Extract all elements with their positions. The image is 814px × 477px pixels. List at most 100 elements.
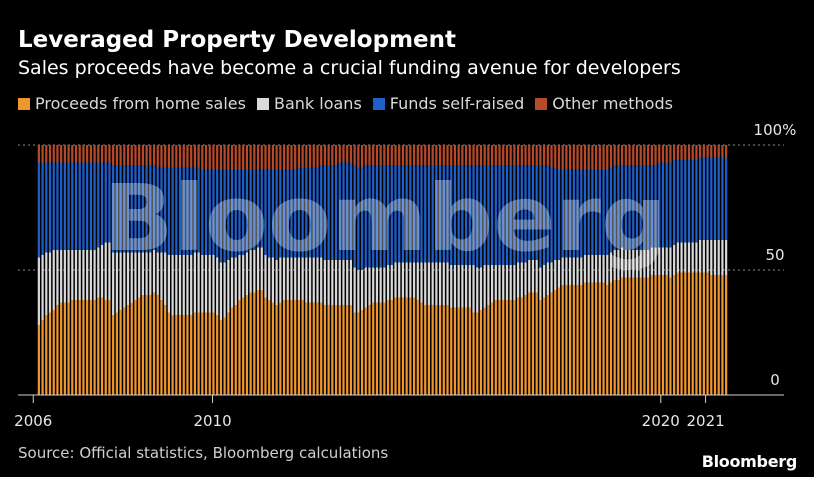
bar-segment-s0-68 — [290, 300, 293, 395]
bar-segment-s3-124 — [498, 145, 501, 165]
bar-segment-s2-38 — [178, 167, 182, 255]
bar-segment-s0-132 — [528, 292, 531, 395]
bar-segment-s2-73 — [308, 167, 312, 258]
bar-segment-s0-137 — [546, 295, 549, 395]
bar-segment-s1-54 — [238, 255, 241, 300]
bar-segment-s0-111 — [450, 307, 453, 395]
bar-segment-s2-95 — [390, 165, 393, 265]
bar-segment-s0-63 — [271, 302, 275, 395]
bar-segment-s1-155 — [613, 250, 616, 280]
bar-segment-s2-79 — [331, 165, 334, 260]
bar-segment-s0-117 — [472, 312, 475, 395]
bar-segment-s3-34 — [164, 145, 167, 168]
bar-segment-s3-132 — [528, 145, 531, 165]
bar-segment-s2-70 — [297, 167, 301, 258]
bar-segment-s2-66 — [282, 170, 286, 258]
bar-segment-s3-10 — [74, 145, 78, 163]
bar-segment-s1-42 — [193, 252, 196, 313]
bar-segment-s3-21 — [115, 145, 118, 165]
bar-segment-s1-109 — [442, 262, 445, 305]
bar-segment-s2-148 — [587, 170, 590, 255]
bar-segment-s3-169 — [665, 145, 668, 163]
bar-segment-s3-181 — [710, 145, 713, 158]
bar-segment-s1-180 — [706, 240, 709, 273]
bar-segment-s2-86 — [357, 167, 360, 270]
bar-segment-s3-51 — [227, 145, 230, 170]
bar-segment-s3-121 — [487, 145, 490, 165]
bar-segment-s3-91 — [375, 145, 379, 165]
bar-segment-s1-64 — [275, 260, 278, 305]
bar-segment-s0-30 — [149, 295, 152, 395]
bar-segment-s2-31 — [152, 165, 156, 250]
bar-segment-s2-128 — [513, 165, 516, 265]
bar-segment-s1-28 — [141, 252, 144, 295]
bar-segment-s1-141 — [561, 257, 564, 285]
bar-segment-s3-78 — [327, 145, 330, 165]
bar-segment-s0-16 — [97, 297, 100, 395]
bar-segment-s2-114 — [461, 165, 464, 265]
bar-segment-s0-26 — [134, 300, 137, 395]
bar-segment-s2-82 — [342, 162, 345, 260]
bar-segment-s0-170 — [669, 277, 672, 395]
bar-segment-s2-109 — [442, 165, 445, 263]
bar-segment-s2-103 — [420, 165, 423, 263]
bar-segment-s0-96 — [394, 297, 397, 395]
bar-segment-s3-134 — [535, 145, 538, 165]
bar-segment-s3-37 — [175, 145, 178, 168]
bar-segment-s1-65 — [279, 257, 282, 303]
bar-segment-s1-108 — [438, 262, 442, 305]
bar-segment-s0-27 — [138, 297, 141, 395]
bar-segment-s1-47 — [212, 255, 215, 313]
bar-segment-s1-20 — [112, 252, 115, 315]
bar-segment-s2-32 — [156, 167, 159, 253]
bar-segment-s0-149 — [591, 282, 594, 395]
bar-segment-s0-55 — [242, 297, 245, 395]
bar-segment-s0-82 — [342, 305, 345, 395]
bar-segment-s1-127 — [509, 265, 512, 300]
bar-segment-s1-95 — [390, 265, 393, 300]
bar-segment-s2-12 — [82, 162, 85, 250]
bar-segment-s3-94 — [386, 145, 390, 165]
bar-segment-s1-31 — [152, 250, 156, 293]
bar-segment-s2-144 — [572, 170, 575, 258]
bar-segment-s2-161 — [635, 165, 639, 250]
bar-segment-s2-39 — [182, 167, 185, 255]
bar-segment-s0-109 — [442, 305, 445, 395]
bar-segment-s1-40 — [186, 255, 189, 315]
bar-segment-s3-97 — [398, 145, 401, 165]
bar-segment-s1-182 — [713, 240, 717, 275]
bar-segment-s3-36 — [171, 145, 174, 168]
bar-segment-s0-128 — [513, 300, 516, 395]
bar-segment-s2-68 — [290, 170, 293, 258]
bar-segment-s0-142 — [565, 285, 568, 395]
bar-segment-s3-11 — [78, 145, 81, 163]
bar-segment-s3-67 — [286, 145, 289, 170]
bar-segment-s0-148 — [587, 282, 590, 395]
bar-segment-s0-66 — [282, 300, 286, 395]
bar-segment-s3-149 — [591, 145, 594, 170]
bar-segment-s0-61 — [264, 297, 267, 395]
bar-segment-s1-161 — [635, 250, 639, 278]
bar-segment-s3-26 — [134, 145, 137, 165]
bar-segment-s3-9 — [71, 145, 74, 163]
bar-segment-s2-99 — [405, 165, 408, 263]
bar-segment-s3-166 — [654, 145, 657, 165]
bar-segment-s0-134 — [535, 292, 538, 395]
bar-segment-s1-85 — [353, 267, 356, 313]
bar-segment-s2-176 — [691, 160, 694, 243]
bar-segment-s3-180 — [706, 145, 709, 158]
bar-segment-s1-84 — [349, 260, 353, 305]
bar-segment-s3-90 — [372, 145, 375, 165]
bar-segment-s0-71 — [301, 300, 304, 395]
bar-segment-s0-172 — [676, 272, 679, 395]
bar-segment-s2-163 — [643, 165, 646, 250]
bar-segment-s2-15 — [93, 162, 96, 250]
bar-segment-s2-20 — [112, 165, 115, 253]
bar-segment-s1-117 — [472, 265, 475, 313]
bar-segment-s3-182 — [713, 145, 717, 158]
bar-segment-s1-93 — [383, 267, 386, 303]
bar-segment-s2-178 — [699, 157, 702, 240]
bar-segment-s3-168 — [661, 145, 665, 163]
bar-segment-s1-179 — [702, 240, 705, 273]
bar-segment-s2-97 — [398, 165, 401, 263]
